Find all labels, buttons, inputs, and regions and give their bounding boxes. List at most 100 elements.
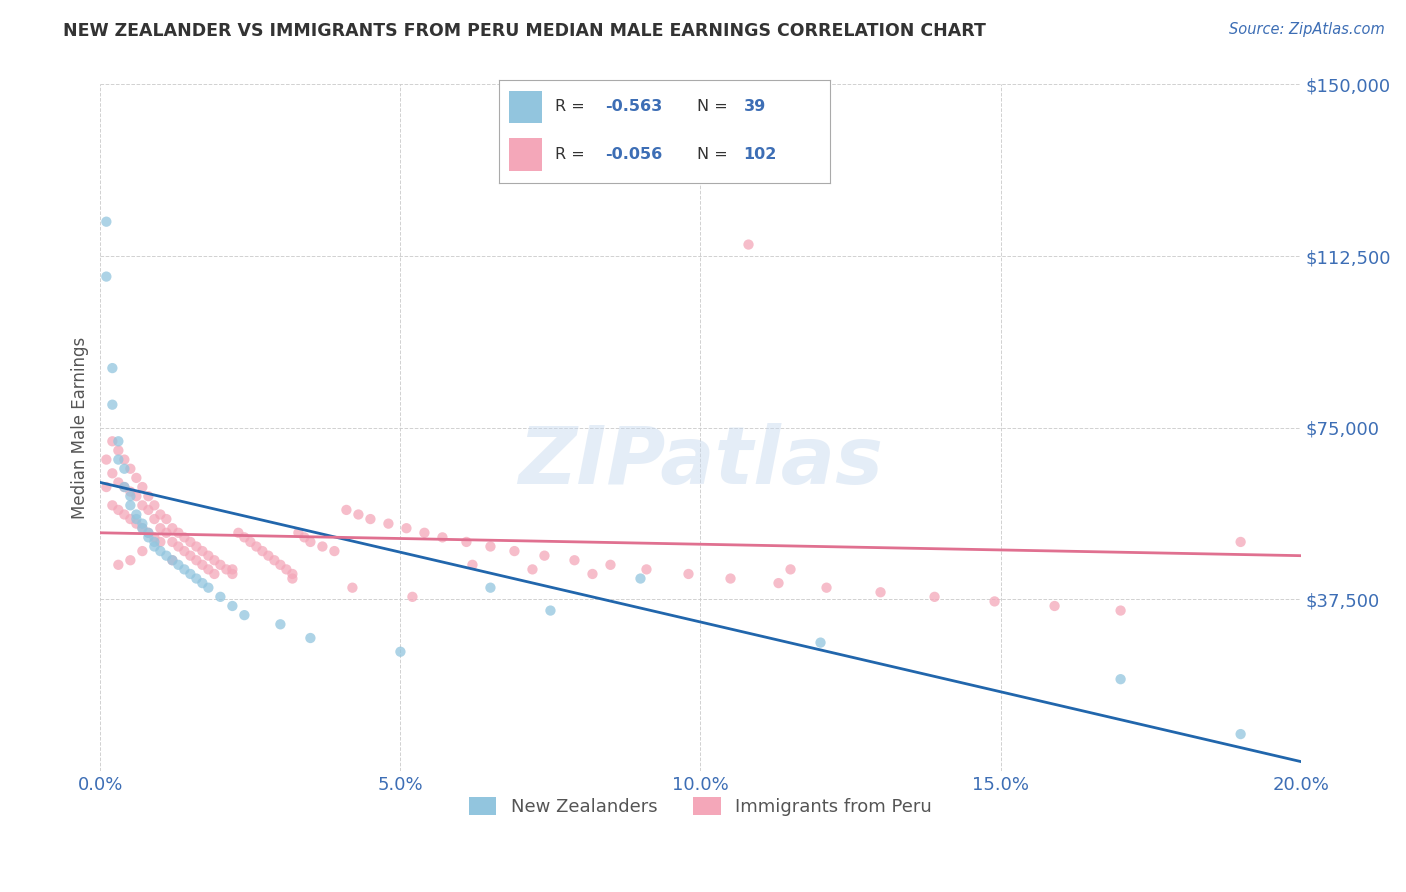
Point [131,480,153,494]
Point [138,503,160,517]
Point [221,562,243,576]
Point [162,521,184,535]
Point [138,525,160,540]
Point [167,540,190,554]
Point [173,530,195,544]
Point [294,530,316,544]
Point [413,525,436,540]
Point [107,434,129,449]
Point [209,558,232,572]
Point [162,553,184,567]
Text: R =: R = [555,146,591,161]
Text: NEW ZEALANDER VS IMMIGRANTS FROM PERU MEDIAN MALE EARNINGS CORRELATION CHART: NEW ZEALANDER VS IMMIGRANTS FROM PERU ME… [63,22,986,40]
Point [810,635,832,649]
Point [149,544,172,558]
Point [167,558,190,572]
Point [197,581,219,595]
Point [138,489,160,503]
Point [131,499,153,513]
Point [96,480,118,494]
Text: ZIPatlas: ZIPatlas [517,423,883,501]
Point [599,558,621,572]
Point [162,553,184,567]
Point [815,581,838,595]
Point [191,544,214,558]
Point [342,581,364,595]
Point [533,549,555,563]
Point [281,572,304,586]
Text: -0.563: -0.563 [605,99,662,114]
Point [737,237,759,252]
Point [143,512,166,526]
Point [131,521,153,535]
Point [239,535,262,549]
Point [221,599,243,613]
Point [540,603,562,617]
Point [1043,599,1066,613]
Point [503,544,526,558]
Point [120,499,142,513]
Point [276,562,298,576]
Point [233,608,256,623]
Point [138,525,160,540]
Point [983,594,1005,608]
Text: N =: N = [697,99,734,114]
Point [143,530,166,544]
Point [173,544,195,558]
Point [101,398,124,412]
Point [197,562,219,576]
Point [179,535,201,549]
Point [120,489,142,503]
Point [359,512,381,526]
Point [101,499,124,513]
Point [281,566,304,581]
Point [167,525,190,540]
Point [389,645,412,659]
Point [125,508,148,522]
Point [191,576,214,591]
Point [131,516,153,531]
Point [112,480,135,494]
Point [347,508,370,522]
Point [149,521,172,535]
Point [120,461,142,475]
Point [479,581,502,595]
Point [107,475,129,490]
Text: 39: 39 [744,99,766,114]
Point [131,544,153,558]
Point [461,558,484,572]
Point [335,503,357,517]
Point [228,525,250,540]
Text: 102: 102 [744,146,778,161]
Text: -0.056: -0.056 [605,146,662,161]
Point [287,525,309,540]
Point [202,566,225,581]
Point [162,535,184,549]
Point [630,572,652,586]
Point [202,553,225,567]
Point [323,544,346,558]
Point [112,480,135,494]
Point [107,443,129,458]
Point [215,562,238,576]
Bar [509,91,543,123]
Point [143,499,166,513]
Point [155,525,177,540]
Point [101,467,124,481]
Point [120,484,142,499]
Point [173,562,195,576]
Point [179,549,201,563]
Point [120,553,142,567]
Point [522,562,544,576]
Point [191,558,214,572]
Point [149,535,172,549]
Point [377,516,399,531]
Point [401,590,423,604]
Point [179,566,201,581]
Point [1229,535,1251,549]
Point [101,434,124,449]
Point [581,566,603,581]
Legend: New Zealanders, Immigrants from Peru: New Zealanders, Immigrants from Peru [463,789,939,823]
Point [125,516,148,531]
Point [101,361,124,376]
